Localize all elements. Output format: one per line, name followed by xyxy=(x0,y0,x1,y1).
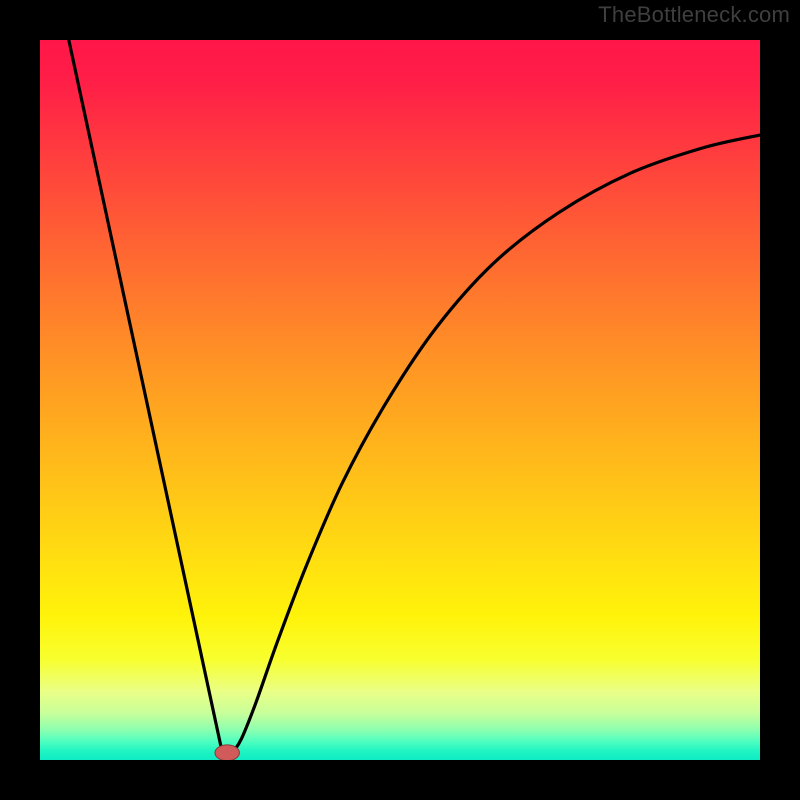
gradient-background xyxy=(40,40,760,760)
optimal-marker xyxy=(215,745,239,760)
attribution-text: TheBottleneck.com xyxy=(598,2,790,28)
chart-svg xyxy=(40,40,760,760)
plot-area xyxy=(40,40,760,760)
